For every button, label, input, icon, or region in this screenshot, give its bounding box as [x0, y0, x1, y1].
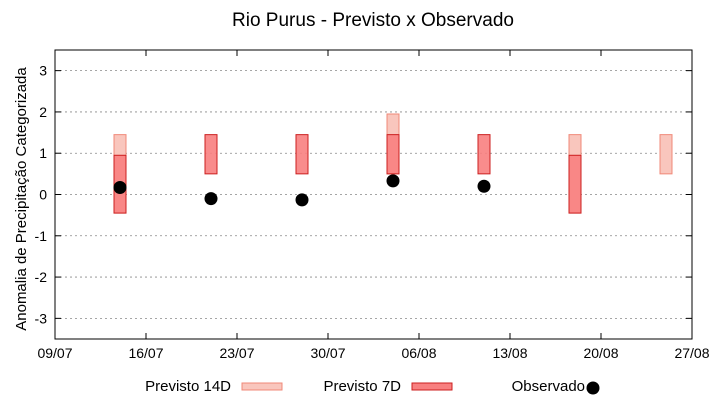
legend-swatch	[241, 382, 283, 391]
plot-marks	[113, 113, 673, 214]
grid	[55, 70, 692, 319]
x-tick-label: 20/08	[583, 345, 618, 361]
legend-label: Previsto 14D	[145, 378, 231, 395]
x-tick-label: 30/07	[310, 345, 345, 361]
range-bar-previsto-7d	[477, 134, 491, 175]
x-tick-label: 09/07	[37, 345, 72, 361]
range-bar-previsto-7d	[295, 134, 309, 175]
legend-label: Observado	[512, 378, 585, 395]
y-tick-label: -2	[35, 269, 48, 285]
x-tick-label: 23/07	[219, 345, 254, 361]
observed-point	[295, 193, 309, 207]
x-tick-label: 13/08	[492, 345, 527, 361]
x-tick-label: 27/08	[674, 345, 709, 361]
legend: Previsto 14D Previsto 7D Observado	[145, 378, 600, 395]
legend-swatch	[586, 381, 600, 395]
observed-point	[386, 174, 400, 188]
axes: -3 -2 -1 0 1 2 3 09/07 16/07 23/07 30/07 06/08 13/08…	[35, 50, 710, 361]
y-tick-label: 1	[39, 145, 47, 161]
y-tick-label: 2	[39, 104, 47, 120]
y-axis-label: Anomalia de Precipitação Categorizada	[13, 67, 30, 331]
range-bar-previsto-7d	[204, 134, 218, 175]
range-bar-previsto-7d	[386, 134, 400, 175]
range-bar-previsto-7d	[568, 154, 582, 214]
legend-swatch	[411, 382, 453, 391]
observed-point	[204, 192, 218, 206]
range-bar-previsto-14d	[659, 134, 673, 175]
y-tick-label: 0	[39, 187, 47, 203]
legend-label: Previsto 7D	[323, 378, 401, 395]
y-tick-label: 3	[39, 63, 47, 79]
x-tick-label: 16/07	[128, 345, 163, 361]
y-tick-label: -1	[35, 228, 48, 244]
y-tick-label: -3	[35, 310, 48, 326]
x-tick-label: 06/08	[401, 345, 436, 361]
observed-point	[477, 179, 491, 193]
chart-title: Rio Purus - Previsto x Observado	[232, 10, 514, 31]
observed-point	[113, 180, 127, 194]
